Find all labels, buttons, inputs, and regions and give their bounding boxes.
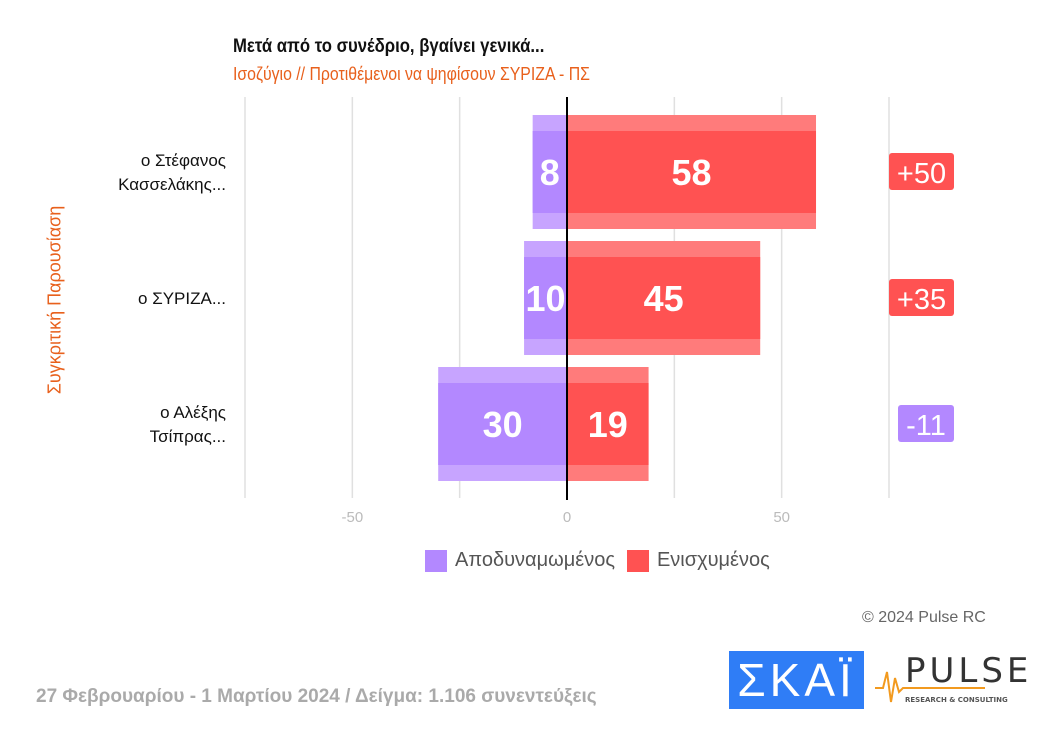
balance-label: +50 xyxy=(897,158,946,190)
x-tick-label: 0 xyxy=(563,509,571,526)
balance-badge xyxy=(898,405,954,442)
bar xyxy=(567,131,817,213)
balance-label: +35 xyxy=(897,284,946,316)
balance-badge xyxy=(889,153,954,190)
category-label: ο Αλέξης xyxy=(160,403,226,422)
x-tick-label: -50 xyxy=(341,509,363,526)
x-tick-label: 50 xyxy=(773,509,790,526)
chart-title: Μετά από το συνέδριο, βγαίνει γενικά... xyxy=(233,36,545,57)
bar-value-label: 58 xyxy=(671,152,711,193)
pulse-logo: PULSE RESEARCH & CONSULTING xyxy=(875,651,1032,704)
category-label: Κασσελάκης... xyxy=(118,175,226,194)
bar-value-label: 8 xyxy=(540,152,560,193)
chart-svg: -50 0 50 ο Στέφανος Κασσελάκης... 8 58 +50 ο ΣΥΡ… xyxy=(118,97,954,526)
legend-item-weakened: Αποδυναμωμένος xyxy=(425,549,615,572)
legend-item-strengthened: Ενισχυμένος xyxy=(626,549,770,572)
category-label: ο Στέφανος xyxy=(141,151,226,170)
footer-note: 27 Φεβρουαρίου - 1 Μαρτίου 2024 / Δείγμα… xyxy=(36,686,597,707)
bar-value-label: 19 xyxy=(588,404,628,445)
bar xyxy=(438,383,567,465)
balance-badge xyxy=(889,279,954,316)
chart-subtitle: Ισοζύγιο // Προτιθέμενοι να ψηφίσουν ΣΥΡ… xyxy=(233,64,590,84)
bar xyxy=(524,257,567,339)
bar xyxy=(532,131,567,213)
skai-logo: ΣΚΑΪ xyxy=(729,651,864,709)
copyright: © 2024 Pulse RC xyxy=(862,609,986,626)
legend-label: Αποδυναμωμένος xyxy=(455,549,615,571)
legend: Αποδυναμωμένος Ενισχυμένος xyxy=(425,549,770,572)
bar xyxy=(567,257,761,339)
category-label: Τσίπρας... xyxy=(150,427,226,446)
bar-value-label: 45 xyxy=(644,278,684,319)
bar xyxy=(567,383,649,465)
legend-label: Ενισχυμένος xyxy=(656,549,770,571)
bar-value-label: 30 xyxy=(483,404,523,445)
bar-value-label: 10 xyxy=(526,278,566,319)
svg-text:RESEARCH & CONSULTING: RESEARCH & CONSULTING xyxy=(905,696,1008,704)
legend-swatch xyxy=(425,549,447,572)
category-label: ο ΣΥΡΙΖΑ... xyxy=(138,289,226,308)
legend-swatch xyxy=(626,549,649,572)
balance-label: -11 xyxy=(906,410,946,442)
svg-text:PULSE: PULSE xyxy=(905,651,1032,691)
